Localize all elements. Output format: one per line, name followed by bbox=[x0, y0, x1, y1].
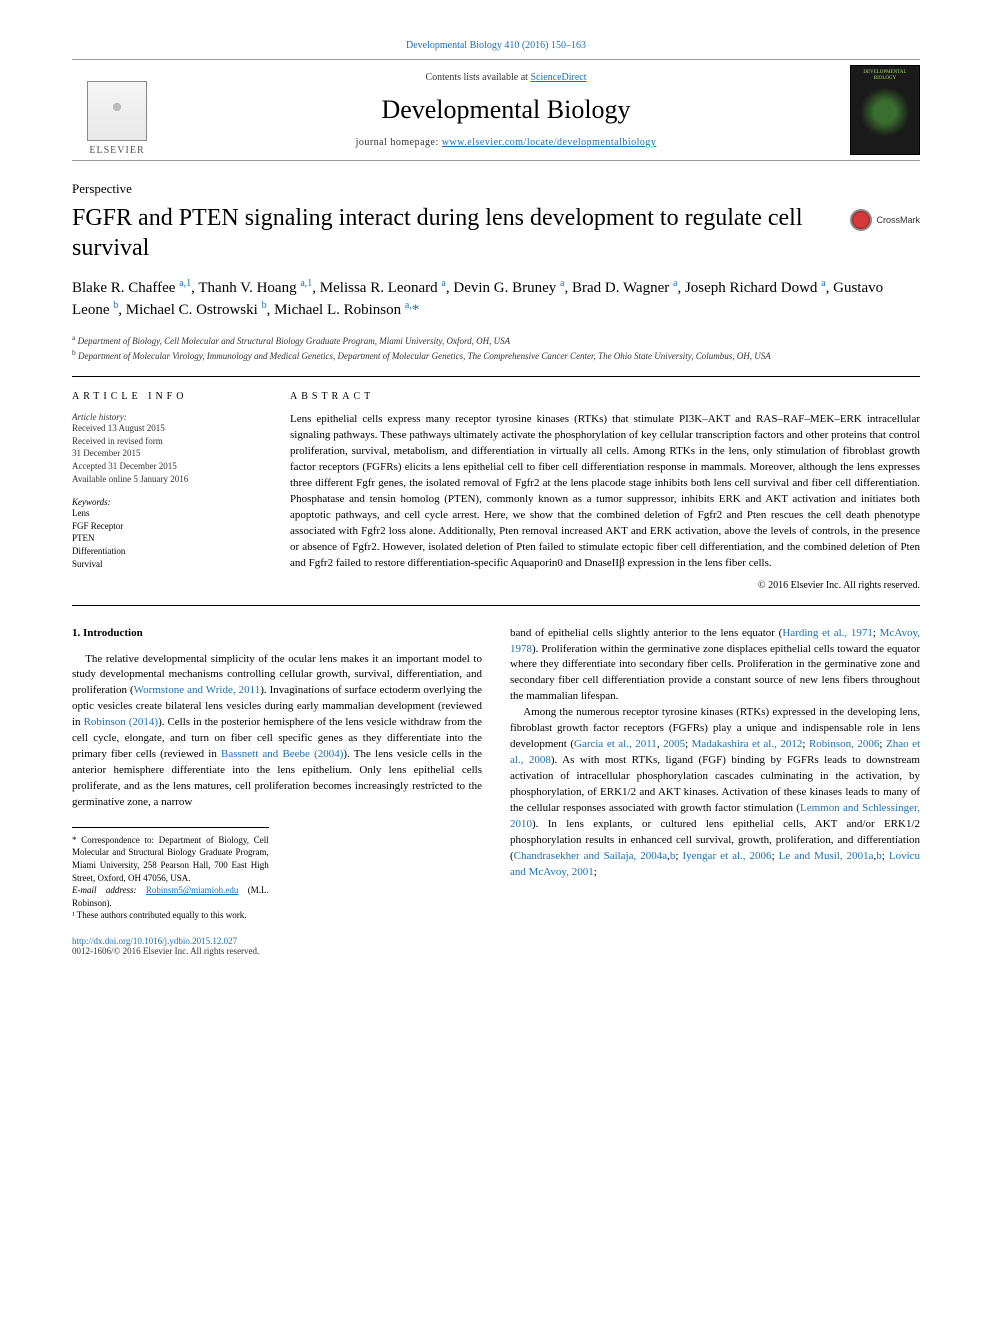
doi-link[interactable]: http://dx.doi.org/10.1016/j.ydbio.2015.1… bbox=[72, 936, 920, 946]
masthead-center: Contents lists available at ScienceDirec… bbox=[162, 62, 850, 158]
publisher-name: ELSEVIER bbox=[89, 145, 144, 156]
author-list: Blake R. Chaffee a,1, Thanh V. Hoang a,1… bbox=[72, 277, 920, 321]
equal-contribution-note: ¹ These authors contributed equally to t… bbox=[72, 909, 269, 922]
divider bbox=[72, 376, 920, 377]
article-info-heading: ARTICLE INFO bbox=[72, 391, 262, 402]
abstract-copyright: © 2016 Elsevier Inc. All rights reserved… bbox=[290, 580, 920, 591]
homepage-prefix: journal homepage: bbox=[356, 137, 442, 148]
abstract-text: Lens epithelial cells express many recep… bbox=[290, 412, 920, 571]
contents-prefix: Contents lists available at bbox=[425, 72, 530, 83]
corresponding-note: * Correspondence to: Department of Biolo… bbox=[72, 834, 269, 884]
section-heading-intro: 1. Introduction bbox=[72, 626, 482, 642]
homepage-link[interactable]: www.elsevier.com/locate/developmentalbio… bbox=[442, 137, 657, 148]
abstract: ABSTRACT Lens epithelial cells express m… bbox=[290, 391, 920, 590]
keywords-label: Keywords: bbox=[72, 497, 262, 507]
affiliations: a Department of Biology, Cell Molecular … bbox=[72, 333, 920, 362]
email-line: E-mail address: Robinsm5@miamioh.edu (M.… bbox=[72, 884, 269, 909]
crossmark-label: CrossMark bbox=[876, 215, 920, 225]
crossmark-badge[interactable]: CrossMark bbox=[850, 209, 920, 231]
journal-title: Developmental Biology bbox=[162, 95, 850, 125]
author-email-link[interactable]: Robinsm5@miamioh.edu bbox=[146, 885, 239, 895]
citation-link[interactable]: Madakashira et al., 2012 bbox=[692, 738, 803, 750]
contents-lists-line: Contents lists available at ScienceDirec… bbox=[162, 72, 850, 83]
article-title: FGFR and PTEN signaling interact during … bbox=[72, 203, 834, 263]
cover-thumb-image bbox=[860, 87, 910, 137]
citation-link[interactable]: Harding et al., 1971 bbox=[782, 627, 873, 639]
article-info: ARTICLE INFO Article history: Received 1… bbox=[72, 391, 262, 590]
body-para-3: Among the numerous receptor tyrosine kin… bbox=[510, 705, 920, 880]
sciencedirect-link[interactable]: ScienceDirect bbox=[530, 72, 586, 83]
masthead: ELSEVIER Contents lists available at Sci… bbox=[72, 59, 920, 161]
abstract-heading: ABSTRACT bbox=[290, 391, 920, 402]
history-label: Article history: bbox=[72, 412, 262, 422]
citation-link[interactable]: Garcia et al., 2011 bbox=[574, 738, 657, 750]
body-columns: 1. Introduction The relative development… bbox=[72, 626, 920, 922]
citation-link[interactable]: Iyengar et al., 2006 bbox=[683, 850, 772, 862]
journal-cover-thumb: DEVELOPMENTAL BIOLOGY bbox=[850, 65, 920, 155]
divider bbox=[72, 605, 920, 606]
citation-link[interactable]: 2005 bbox=[663, 738, 685, 750]
journal-homepage-line: journal homepage: www.elsevier.com/locat… bbox=[162, 137, 850, 148]
citation-link[interactable]: Wormstone and Wride, 2011 bbox=[134, 684, 261, 696]
keywords-list: LensFGF ReceptorPTENDifferentiationSurvi… bbox=[72, 507, 262, 570]
issn-copyright: 0012-1606/© 2016 Elsevier Inc. All right… bbox=[72, 946, 920, 956]
citation-link[interactable]: Chandrasekher and Sailaja, 2004a bbox=[514, 850, 668, 862]
citation-link[interactable]: Robinson, 2006 bbox=[809, 738, 879, 750]
citation-link[interactable]: Le and Musil, 2001a bbox=[779, 850, 874, 862]
running-head[interactable]: Developmental Biology 410 (2016) 150–163 bbox=[72, 40, 920, 51]
crossmark-icon bbox=[850, 209, 872, 231]
history-lines: Received 13 August 2015Received in revis… bbox=[72, 422, 262, 485]
article-type: Perspective bbox=[72, 181, 920, 197]
publisher-logo: ELSEVIER bbox=[72, 60, 162, 160]
footnotes: * Correspondence to: Department of Biolo… bbox=[72, 827, 269, 922]
body-para-2: band of epithelial cells slightly anteri… bbox=[510, 626, 920, 706]
body-para-1: The relative developmental simplicity of… bbox=[72, 652, 482, 811]
elsevier-tree-icon bbox=[87, 81, 147, 141]
citation-link[interactable]: Bassnett and Beebe (2004) bbox=[221, 748, 343, 760]
citation-link[interactable]: Robinson (2014) bbox=[84, 716, 159, 728]
cover-thumb-title: DEVELOPMENTAL BIOLOGY bbox=[855, 70, 915, 81]
